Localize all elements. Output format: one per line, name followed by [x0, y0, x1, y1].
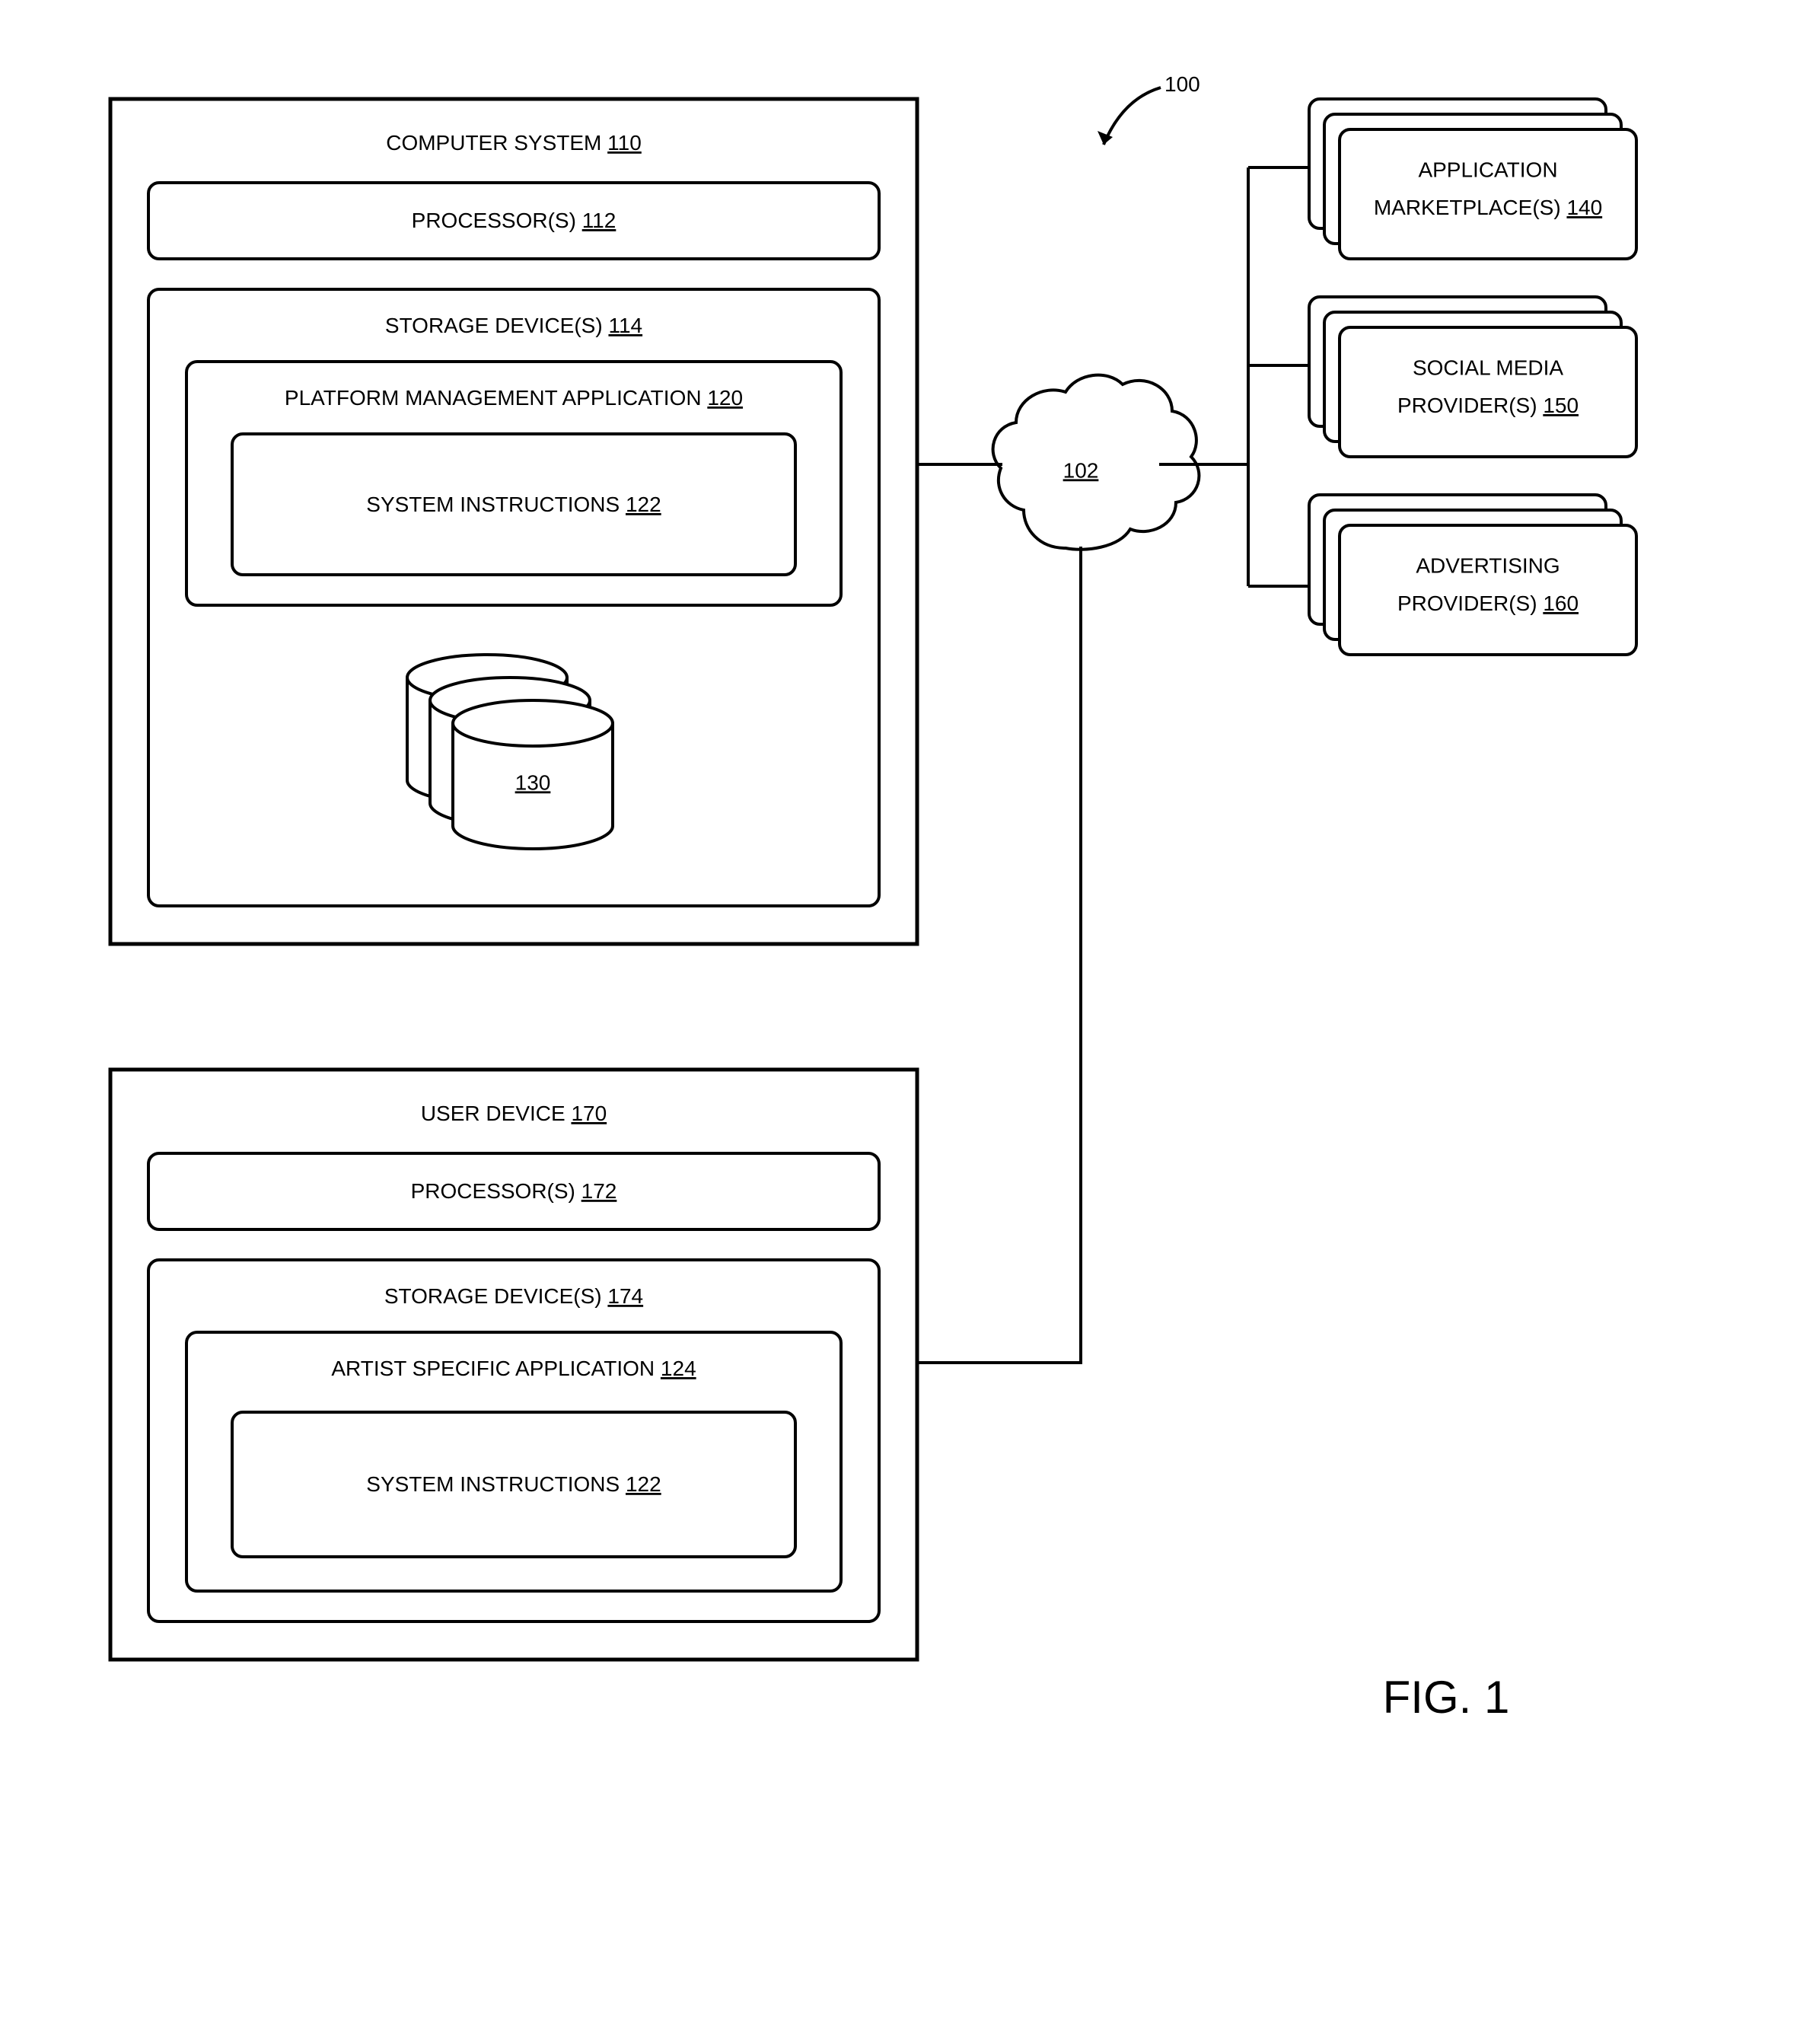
processor-112-label: PROCESSOR(S) 112: [412, 209, 616, 232]
instructions-122-label: SYSTEM INSTRUCTIONS 122: [366, 493, 661, 516]
cloud-102-label: 102: [1063, 458, 1099, 482]
marketplace-stack: APPLICATION MARKETPLACE(S) 140: [1309, 99, 1636, 259]
app-120-label: PLATFORM MANAGEMENT APPLICATION 120: [285, 386, 743, 410]
advertising-line1: ADVERTISING: [1416, 553, 1560, 577]
marketplace-line1: APPLICATION: [1418, 158, 1557, 181]
processor-172-label: PROCESSOR(S) 172: [411, 1179, 617, 1203]
storage-114-label: STORAGE DEVICE(S) 114: [385, 314, 642, 337]
social-line2: PROVIDER(S) 150: [1397, 394, 1579, 417]
marketplace-line2: MARKETPLACE(S) 140: [1374, 196, 1602, 219]
diagram-canvas: COMPUTER SYSTEM 110 PROCESSOR(S) 112 STO…: [0, 0, 1816, 2044]
storage-174-label: STORAGE DEVICE(S) 174: [384, 1284, 643, 1308]
db-130-label: 130: [515, 770, 551, 794]
svg-text:100: 100: [1164, 72, 1200, 96]
connectors: [917, 167, 1309, 1363]
advertising-line2: PROVIDER(S) 160: [1397, 592, 1579, 615]
system-ref-callout: 100: [1098, 72, 1200, 145]
app-124-label: ARTIST SPECIFIC APPLICATION 124: [331, 1357, 696, 1380]
advertising-stack: ADVERTISING PROVIDER(S) 160: [1309, 495, 1636, 655]
user-device-label: USER DEVICE 170: [421, 1102, 607, 1125]
social-line1: SOCIAL MEDIA: [1413, 356, 1563, 379]
cloud-102: 102: [993, 375, 1200, 550]
computer-system-group: COMPUTER SYSTEM 110 PROCESSOR(S) 112 STO…: [110, 99, 917, 944]
computer-system-label: COMPUTER SYSTEM 110: [386, 131, 642, 155]
user-device-group: USER DEVICE 170 PROCESSOR(S) 172 STORAGE…: [110, 1070, 917, 1660]
figure-label: FIG. 1: [1383, 1672, 1510, 1723]
social-stack: SOCIAL MEDIA PROVIDER(S) 150: [1309, 297, 1636, 457]
instructions-122b-label: SYSTEM INSTRUCTIONS 122: [366, 1472, 661, 1496]
